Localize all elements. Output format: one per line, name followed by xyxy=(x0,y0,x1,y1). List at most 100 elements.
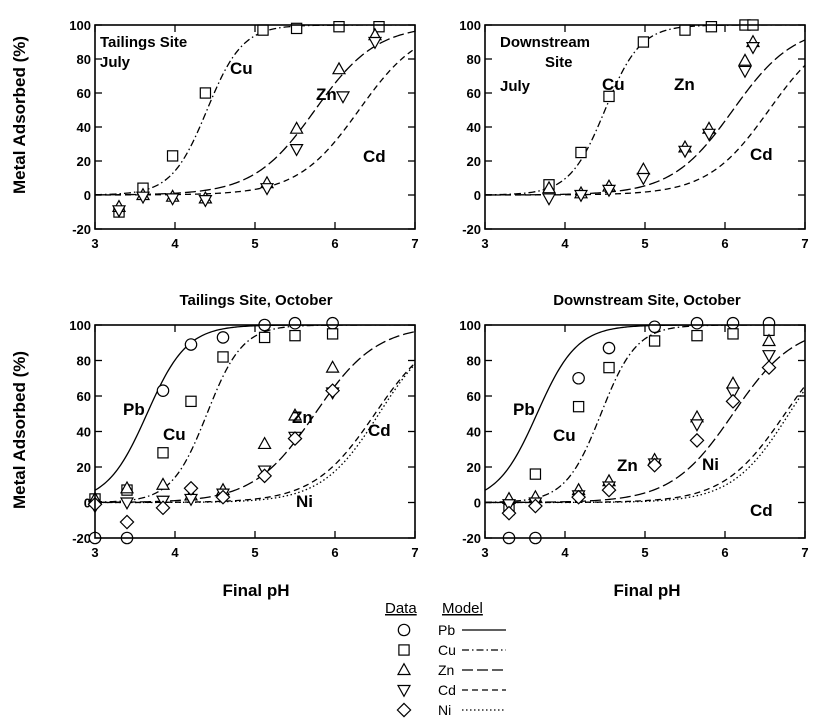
y-tick-label: 40 xyxy=(77,425,91,440)
legend: Data Model Pb Cu Zn Cd Ni xyxy=(385,600,506,718)
data-point-pb xyxy=(217,332,228,343)
data-point-cd xyxy=(747,43,759,54)
data-point-zn xyxy=(727,377,739,388)
data-point-ni xyxy=(120,515,133,528)
curve-label-cd: Cd xyxy=(750,501,773,520)
data-point-cu xyxy=(706,22,716,32)
x-tick-label: 6 xyxy=(331,236,338,251)
x-tick-label: 7 xyxy=(411,545,418,560)
data-point-pb xyxy=(649,321,660,332)
y-tick-label: 20 xyxy=(77,460,91,475)
x-tick-label: 5 xyxy=(251,545,258,560)
y-tick-label: 80 xyxy=(77,52,91,67)
y-tick-label: 100 xyxy=(69,18,91,33)
x-tick-label: 3 xyxy=(481,236,488,251)
y-tick-label: 60 xyxy=(77,389,91,404)
y-tick-label: -20 xyxy=(72,222,91,237)
x-tick-label: 5 xyxy=(641,545,648,560)
curve-label-zn: Zn xyxy=(316,85,337,104)
data-point-ni xyxy=(258,469,271,482)
x-tick-label: 7 xyxy=(801,545,808,560)
data-point-cu xyxy=(334,22,344,32)
curve-label-zn: Zn xyxy=(674,75,695,94)
chart-bottom-left: Tailings Site, October-200204060801003 4 5… xyxy=(69,292,418,560)
legend-label: Cu xyxy=(438,642,456,658)
data-point-cd xyxy=(337,92,349,103)
data-point-cu xyxy=(260,332,270,342)
y-tick-label: 60 xyxy=(77,86,91,101)
data-point-cu xyxy=(650,336,660,346)
panel-annotation: Tailings Site xyxy=(100,34,187,51)
data-point-pb xyxy=(603,342,614,353)
panel-title: Downstream Site, October xyxy=(553,292,741,309)
data-point-zn xyxy=(327,361,339,372)
x-tick-label: 7 xyxy=(411,236,418,251)
data-point-cu xyxy=(530,469,540,479)
data-point-ni xyxy=(726,395,739,408)
curve-label-cd: Cd xyxy=(368,421,391,440)
legend-label: Zn xyxy=(438,662,454,678)
y-tick-label: 40 xyxy=(77,120,91,135)
x-tick-label: 6 xyxy=(721,236,728,251)
data-point-cu xyxy=(728,329,738,339)
y-tick-label: 20 xyxy=(77,154,91,169)
curve-label-cd: Cd xyxy=(363,147,386,166)
series-zn xyxy=(543,36,759,198)
y-tick-label: 100 xyxy=(459,318,481,333)
y-tick-label: -20 xyxy=(462,222,481,237)
panel-annotation: July xyxy=(100,54,131,71)
panel-annotation: Site xyxy=(545,54,573,71)
legend-marker-cd xyxy=(398,686,410,697)
series-cu xyxy=(504,325,774,514)
data-point-cd xyxy=(261,184,273,195)
chart-bottom-right: Downstream Site, October -20 0 20 40 60 80 100 3… xyxy=(459,292,808,560)
data-point-cd xyxy=(291,145,303,156)
data-point-pb xyxy=(157,385,168,396)
y-tick-label: 40 xyxy=(467,425,481,440)
legend-marker-ni xyxy=(397,703,410,716)
chart-panels: -200204060801003 4 5 6 7Tailings SiteJuly CuZ… xyxy=(69,18,808,560)
x-tick-label: 6 xyxy=(331,545,338,560)
y-tick-label: 100 xyxy=(459,18,481,33)
y-tick-label: -20 xyxy=(462,531,481,546)
data-point-cd xyxy=(637,174,649,185)
y-tick-label: 80 xyxy=(467,52,481,67)
curve-label-pb: Pb xyxy=(123,400,145,419)
data-point-cd xyxy=(691,420,703,431)
legend-label: Cd xyxy=(438,682,456,698)
model-curve-zn xyxy=(95,31,415,195)
curve-label-ni: Ni xyxy=(702,455,719,474)
data-point-cu xyxy=(168,151,178,161)
x-tick-label: 3 xyxy=(481,545,488,560)
data-point-zn xyxy=(157,478,169,489)
series-cd xyxy=(543,43,759,205)
legend-entry-cd: Cd xyxy=(398,682,506,698)
data-point-cu xyxy=(200,88,210,98)
data-point-cu xyxy=(604,363,614,373)
y-tick-label: 80 xyxy=(467,354,481,369)
x-tick-label: 4 xyxy=(561,545,569,560)
y-tick-label: 40 xyxy=(467,120,481,135)
data-point-cu xyxy=(258,25,268,35)
data-point-zn xyxy=(291,122,303,133)
model-curve-cd xyxy=(95,49,415,195)
series-cd xyxy=(503,351,775,511)
legend-entry-zn: Zn xyxy=(398,662,506,678)
data-point-cu xyxy=(576,147,586,157)
data-point-zn xyxy=(333,63,345,74)
data-point-pb xyxy=(691,318,702,329)
data-point-pb xyxy=(573,373,584,384)
x-tick-label: 5 xyxy=(641,236,648,251)
data-point-cd xyxy=(703,129,715,140)
series-zn xyxy=(503,335,775,504)
curve-label-zn: Zn xyxy=(617,456,638,475)
data-point-ni xyxy=(156,501,169,514)
data-point-cu xyxy=(574,402,584,412)
y-axis-title-bottom: Metal Adsorbed (%) xyxy=(10,351,29,509)
data-point-pb xyxy=(327,318,338,329)
x-tick-label: 3 xyxy=(91,236,98,251)
data-point-zn xyxy=(637,163,649,174)
panel-annotation: July xyxy=(500,78,531,95)
data-point-cd xyxy=(369,38,381,49)
